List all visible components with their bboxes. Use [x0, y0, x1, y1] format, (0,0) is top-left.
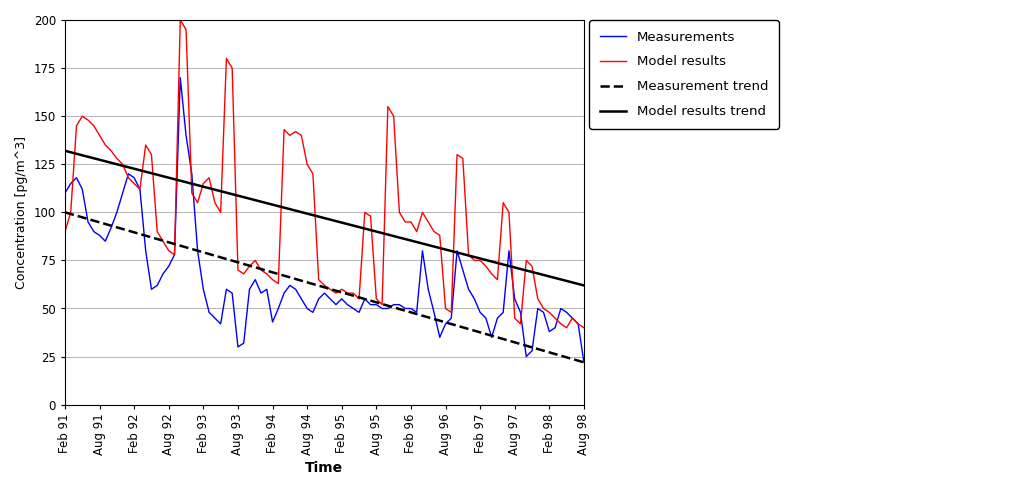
Model results	[364, 213, 377, 219]
Model results	[502, 209, 515, 215]
Model results	[197, 180, 209, 186]
Measurements	[175, 75, 187, 81]
Line: Measurements: Measurements	[65, 78, 584, 362]
Measurements	[186, 171, 198, 177]
Measurements	[567, 315, 579, 321]
Legend: Measurements, Model results, Measurement trend, Model results trend: Measurements, Model results, Measurement…	[589, 20, 779, 129]
Model results	[186, 190, 198, 196]
Model results	[578, 325, 590, 331]
Measurements	[59, 190, 71, 196]
Y-axis label: Concentration [pg/m^3]: Concentration [pg/m^3]	[15, 136, 28, 289]
Model results	[123, 175, 135, 181]
Line: Model results: Model results	[65, 20, 584, 328]
Model results	[561, 325, 573, 331]
Measurements	[502, 248, 515, 254]
Measurements	[197, 286, 209, 292]
Measurements	[578, 359, 590, 365]
Model results	[59, 229, 71, 235]
Measurements	[123, 171, 135, 177]
Model results	[175, 17, 187, 23]
X-axis label: Time: Time	[305, 461, 343, 475]
Model results	[572, 321, 584, 327]
Measurements	[572, 321, 584, 327]
